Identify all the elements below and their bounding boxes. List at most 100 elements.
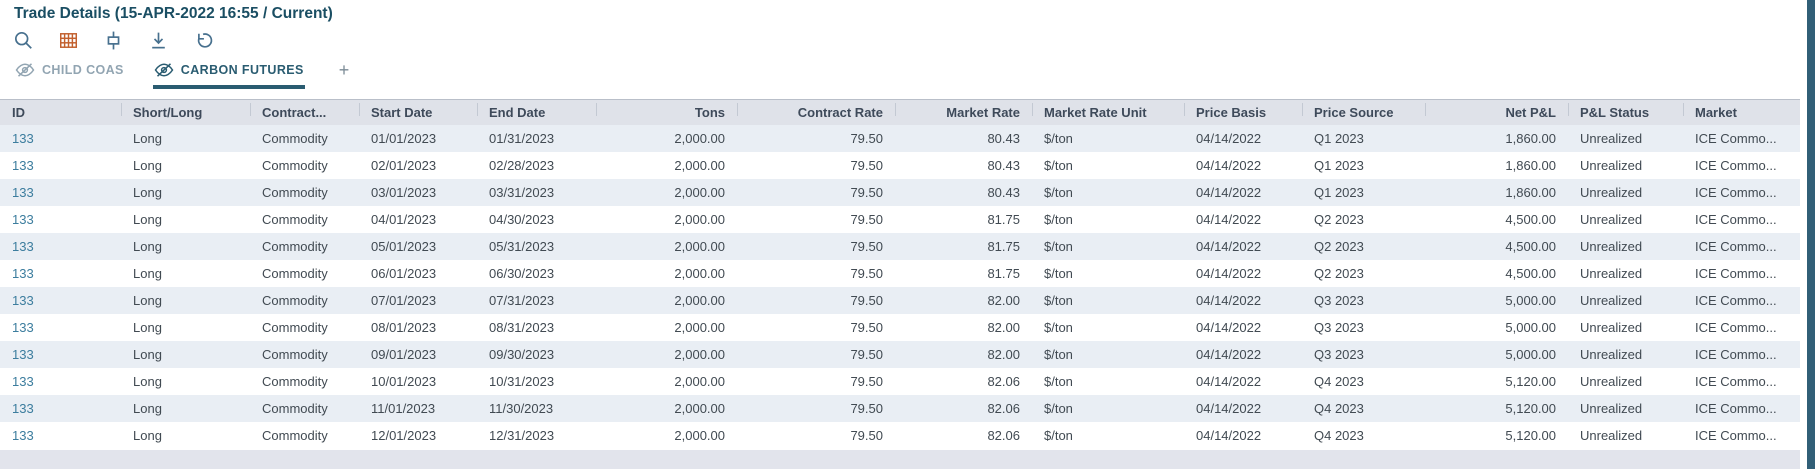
table-cell: Q1 2023 xyxy=(1314,185,1364,200)
table-cell: Long xyxy=(133,320,162,335)
column-header-market-rate[interactable]: Market Rate xyxy=(895,100,1032,125)
table-cell: 04/30/2023 xyxy=(489,212,555,227)
table-row[interactable]: 133 Long Commodity 06/01/2023 06/30/2023 2,00… xyxy=(0,260,1800,287)
table-cell: Q4 2023 xyxy=(1314,374,1364,389)
table-row[interactable]: 133 Long Commodity 01/01/2023 01/31/2023 2,00… xyxy=(0,125,1800,152)
table-cell: 79.50 xyxy=(850,185,883,200)
table-cell: $/ton xyxy=(1044,239,1073,254)
column-header-id[interactable]: ID xyxy=(12,105,25,120)
table-row[interactable]: 133 Long Commodity 04/01/2023 04/30/2023 2,00… xyxy=(0,206,1800,233)
trade-id-link[interactable]: 133 xyxy=(12,131,34,146)
table-cell: Commodity xyxy=(262,320,328,335)
column-header-p-l-status[interactable]: P&L Status xyxy=(1568,100,1683,125)
page-title: Trade Details (15-APR-2022 16:55 / Curre… xyxy=(14,5,333,22)
table-cell: 5,000.00 xyxy=(1505,320,1556,335)
fit-columns-button[interactable] xyxy=(102,29,124,51)
column-header-contract-rate[interactable]: Contract Rate xyxy=(737,100,895,125)
table-row[interactable]: 133 Long Commodity 07/01/2023 07/31/2023 2,00… xyxy=(0,287,1800,314)
table-row[interactable]: 133 Long Commodity 12/01/2023 12/31/2023 2,00… xyxy=(0,422,1800,449)
trade-id-link[interactable]: 133 xyxy=(12,293,34,308)
table-cell: $/ton xyxy=(1044,131,1073,146)
trade-id-link[interactable]: 133 xyxy=(12,374,34,389)
table-cell: 2,000.00 xyxy=(674,347,725,362)
toolbar xyxy=(12,29,214,51)
table-cell: Unrealized xyxy=(1580,185,1643,200)
table-cell: 10/31/2023 xyxy=(489,374,555,389)
trade-id-link[interactable]: 133 xyxy=(12,428,34,443)
table-row[interactable]: 133 Long Commodity 11/01/2023 11/30/2023 2,00… xyxy=(0,395,1800,422)
table-cell: Commodity xyxy=(262,131,328,146)
table-row[interactable]: 133 Long Commodity 05/01/2023 05/31/2023 2,00… xyxy=(0,233,1800,260)
trade-id-link[interactable]: 133 xyxy=(12,185,34,200)
table-cell: ICE Commo... xyxy=(1695,401,1777,416)
table-cell: $/ton xyxy=(1044,185,1073,200)
table-cell: 5,000.00 xyxy=(1505,293,1556,308)
trade-id-link[interactable]: 133 xyxy=(12,158,34,173)
table-cell: Q3 2023 xyxy=(1314,347,1364,362)
table-cell: Unrealized xyxy=(1580,212,1643,227)
table-cell: Unrealized xyxy=(1580,293,1643,308)
column-header-market-rate-unit[interactable]: Market Rate Unit xyxy=(1032,100,1184,125)
table-cell: 2,000.00 xyxy=(674,158,725,173)
trade-id-link[interactable]: 133 xyxy=(12,320,34,335)
table-row[interactable]: 133 Long Commodity 09/01/2023 09/30/2023 2,00… xyxy=(0,341,1800,368)
add-tab-button[interactable]: + xyxy=(338,60,350,80)
table-row[interactable]: 133 Long Commodity 10/01/2023 10/31/2023 2,00… xyxy=(0,368,1800,395)
table-cell: 02/28/2023 xyxy=(489,158,555,173)
tab-child-coas[interactable]: CHILD COAS xyxy=(14,58,125,89)
table-row[interactable]: 133 Long Commodity 02/01/2023 02/28/2023 2,00… xyxy=(0,152,1800,179)
table-cell: ICE Commo... xyxy=(1695,185,1777,200)
table-cell: ICE Commo... xyxy=(1695,266,1777,281)
table-cell: 2,000.00 xyxy=(674,401,725,416)
trade-id-link[interactable]: 133 xyxy=(12,401,34,416)
table-row[interactable]: 133 Long Commodity 08/01/2023 08/31/2023 2,00… xyxy=(0,314,1800,341)
column-header-net-p-l[interactable]: Net P&L xyxy=(1425,100,1568,125)
table-cell: 5,120.00 xyxy=(1505,428,1556,443)
column-header-market[interactable]: Market xyxy=(1683,100,1800,125)
download-button[interactable] xyxy=(147,29,169,51)
column-header-end-date[interactable]: End Date xyxy=(477,100,596,125)
table-row[interactable]: 133 Long Commodity 03/01/2023 03/31/2023 2,00… xyxy=(0,179,1800,206)
table-cell: 12/31/2023 xyxy=(489,428,555,443)
trade-id-link[interactable]: 133 xyxy=(12,347,34,362)
table-cell: 05/01/2023 xyxy=(371,239,437,254)
table-cell: ICE Commo... xyxy=(1695,212,1777,227)
column-header-start-date[interactable]: Start Date xyxy=(359,100,477,125)
table-cell: Commodity xyxy=(262,212,328,227)
column-header-tons[interactable]: Tons xyxy=(596,100,737,125)
column-header-contract-[interactable]: Contract... xyxy=(250,100,359,125)
table-cell: Commodity xyxy=(262,239,328,254)
tab-carbon-futures[interactable]: CARBON FUTURES xyxy=(152,58,305,89)
table-cell: Long xyxy=(133,347,162,362)
trade-id-link[interactable]: 133 xyxy=(12,212,34,227)
trade-id-link[interactable]: 133 xyxy=(12,266,34,281)
table-cell: 80.43 xyxy=(987,185,1020,200)
table-cell: Commodity xyxy=(262,401,328,416)
search-button[interactable] xyxy=(12,29,34,51)
horizontal-scrollbar-track[interactable] xyxy=(0,450,1800,469)
table-cell: Q1 2023 xyxy=(1314,158,1364,173)
table-cell: 10/01/2023 xyxy=(371,374,437,389)
table-cell: 79.50 xyxy=(850,212,883,227)
vertical-scrollbar[interactable] xyxy=(1807,0,1815,469)
table-cell: $/ton xyxy=(1044,158,1073,173)
column-header-price-basis[interactable]: Price Basis xyxy=(1184,100,1302,125)
table-cell: $/ton xyxy=(1044,374,1073,389)
table-cell: 82.00 xyxy=(987,293,1020,308)
table-cell: 04/14/2022 xyxy=(1196,374,1262,389)
table-cell: 79.50 xyxy=(850,320,883,335)
table-cell: 82.06 xyxy=(987,401,1020,416)
column-header-short-long[interactable]: Short/Long xyxy=(121,100,250,125)
table-cell: 4,500.00 xyxy=(1505,212,1556,227)
column-header-price-source[interactable]: Price Source xyxy=(1302,100,1425,125)
table-cell: 82.00 xyxy=(987,320,1020,335)
table-cell: ICE Commo... xyxy=(1695,131,1777,146)
undo-button[interactable] xyxy=(192,29,214,51)
table-cell: Long xyxy=(133,266,162,281)
table-cell: 07/01/2023 xyxy=(371,293,437,308)
table-cell: Commodity xyxy=(262,347,328,362)
table-cell: 79.50 xyxy=(850,266,883,281)
table-grid-button[interactable] xyxy=(57,29,79,51)
table-cell: 08/31/2023 xyxy=(489,320,555,335)
trade-id-link[interactable]: 133 xyxy=(12,239,34,254)
